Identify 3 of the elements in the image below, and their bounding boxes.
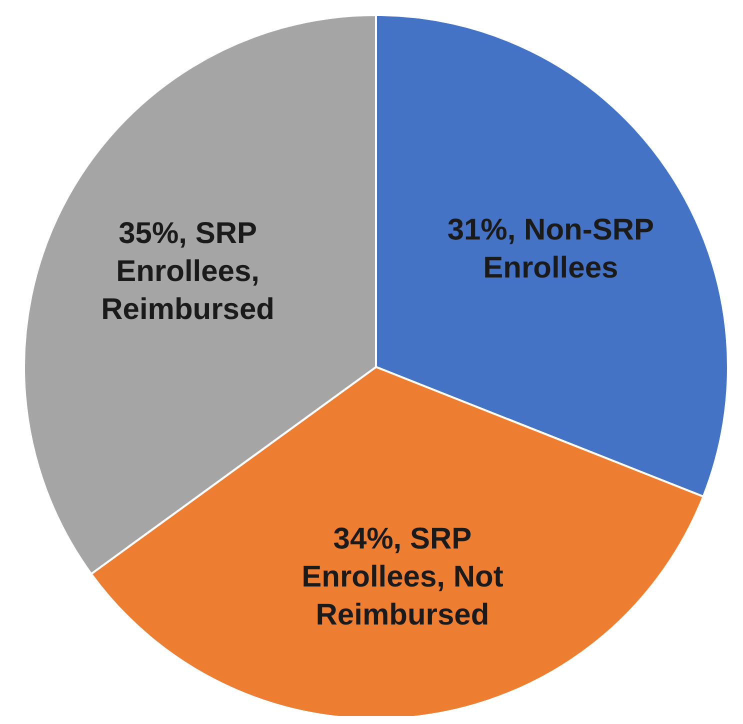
slice-label: 34%, SRP Enrollees, Not Reimbursed	[302, 522, 504, 632]
slice-label: 31%, Non-SRP Enrollees	[447, 212, 654, 284]
slice-label: 35%, SRP Enrollees, Reimbursed	[101, 216, 275, 326]
